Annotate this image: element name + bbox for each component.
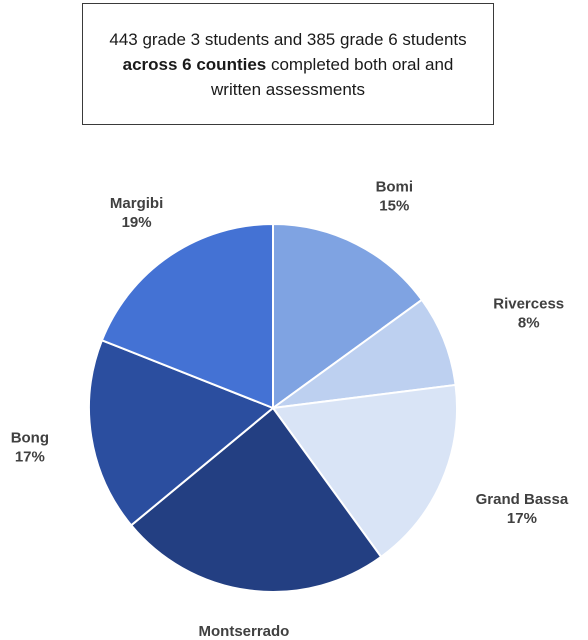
caption-part1: 443 grade 3 students and 385 grade 6 stu…: [109, 29, 467, 49]
slice-name-label: Bomi: [376, 178, 414, 195]
pie-slice-rivercess: [272, 298, 457, 409]
pie-slices: [88, 222, 458, 593]
slice-name-label: Rivercess: [493, 296, 564, 313]
slice-percent-label: 15%: [379, 197, 409, 214]
slice-percent-label: 17%: [15, 448, 45, 465]
caption-bold: across 6 counties: [122, 54, 267, 74]
pie-slice-montserrado: [129, 406, 383, 593]
slice-name-label: Bong: [11, 429, 49, 446]
caption-box: 443 grade 3 students and 385 grade 6 stu…: [82, 3, 494, 125]
pie-slice-grand-bassa: [271, 383, 458, 559]
pie-slice-margibi: [100, 222, 274, 410]
caption-text: 443 grade 3 students and 385 grade 6 stu…: [97, 27, 479, 102]
slice-percent-label: 17%: [507, 510, 537, 527]
pie-slice-bomi: [272, 222, 424, 410]
slice-percent-label: 19%: [122, 214, 152, 231]
pie-labels: Bomi 15% Rivercess 8% Grand Bassa 17% Montserr…: [11, 178, 569, 640]
slice-percent-label: 8%: [518, 315, 540, 332]
slice-name-label: Margibi: [110, 195, 163, 212]
slice-name-label: Montserrado: [199, 623, 290, 640]
caption-part2: completed both oral and written assessme…: [211, 54, 454, 99]
pie-slice-bong: [88, 338, 275, 527]
slice-name-label: Grand Bassa: [476, 491, 569, 508]
